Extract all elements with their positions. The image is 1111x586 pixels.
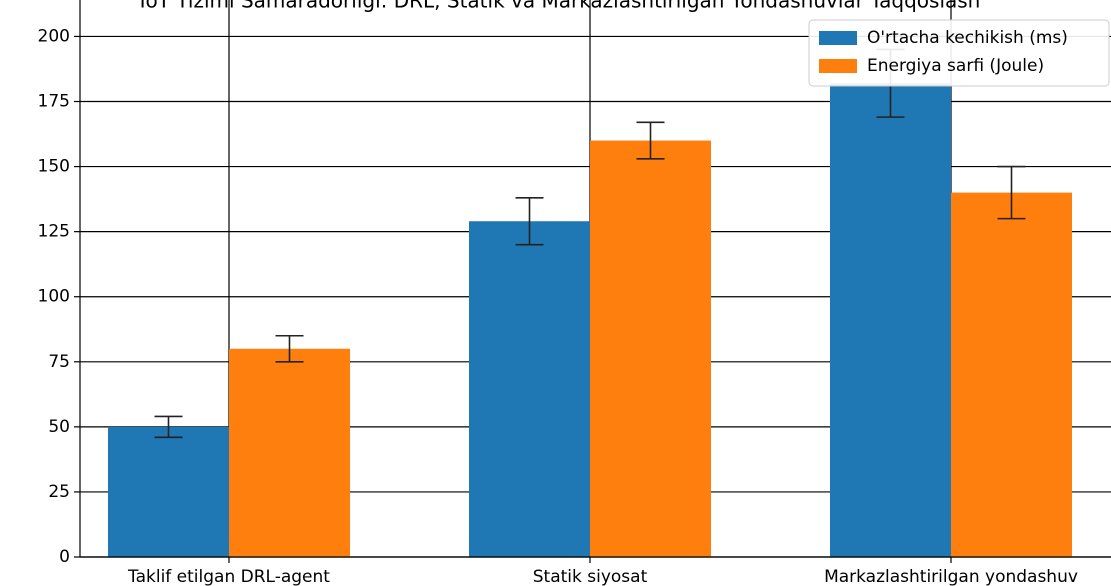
error-bar — [636, 121, 665, 160]
legend-swatch — [819, 59, 857, 73]
bar — [469, 221, 590, 557]
y-tick-label: 125 — [38, 222, 70, 242]
x-tick-label: Statik siyosat — [533, 567, 648, 586]
x-tick-label: Taklif etilgan DRL-agent — [127, 567, 330, 586]
error-bar — [154, 415, 183, 439]
bar — [229, 348, 350, 557]
error-bar — [997, 165, 1026, 220]
y-tick-label: 175 — [38, 92, 70, 112]
legend-box — [808, 19, 1110, 87]
y-tick-label: 0 — [59, 547, 70, 567]
y-tick-label: 75 — [48, 352, 70, 372]
x-tick-label: Markazlashtirilgan yondashuv — [824, 567, 1078, 586]
y-tick-label: 100 — [38, 287, 70, 307]
error-bar — [515, 197, 544, 246]
legend-label: Energiya sarfi (Joule) — [867, 56, 1044, 76]
chart-title: IoT Tizimi Samaradorligi: DRL, Statik va… — [140, 0, 981, 13]
y-tick-label: 50 — [48, 417, 70, 437]
y-tick-label: 200 — [38, 26, 70, 46]
legend-swatch — [819, 31, 857, 45]
legend: O'rtacha kechikish (ms) Energiya sarfi (J… — [808, 19, 1110, 87]
bar — [830, 83, 951, 557]
bar — [590, 140, 711, 558]
legend-label: O'rtacha kechikish (ms) — [867, 28, 1068, 48]
y-tick-label: 150 — [38, 157, 70, 177]
error-bar — [275, 334, 304, 363]
y-tick-label: 25 — [48, 482, 70, 502]
bar — [108, 426, 229, 557]
bar — [951, 192, 1072, 557]
